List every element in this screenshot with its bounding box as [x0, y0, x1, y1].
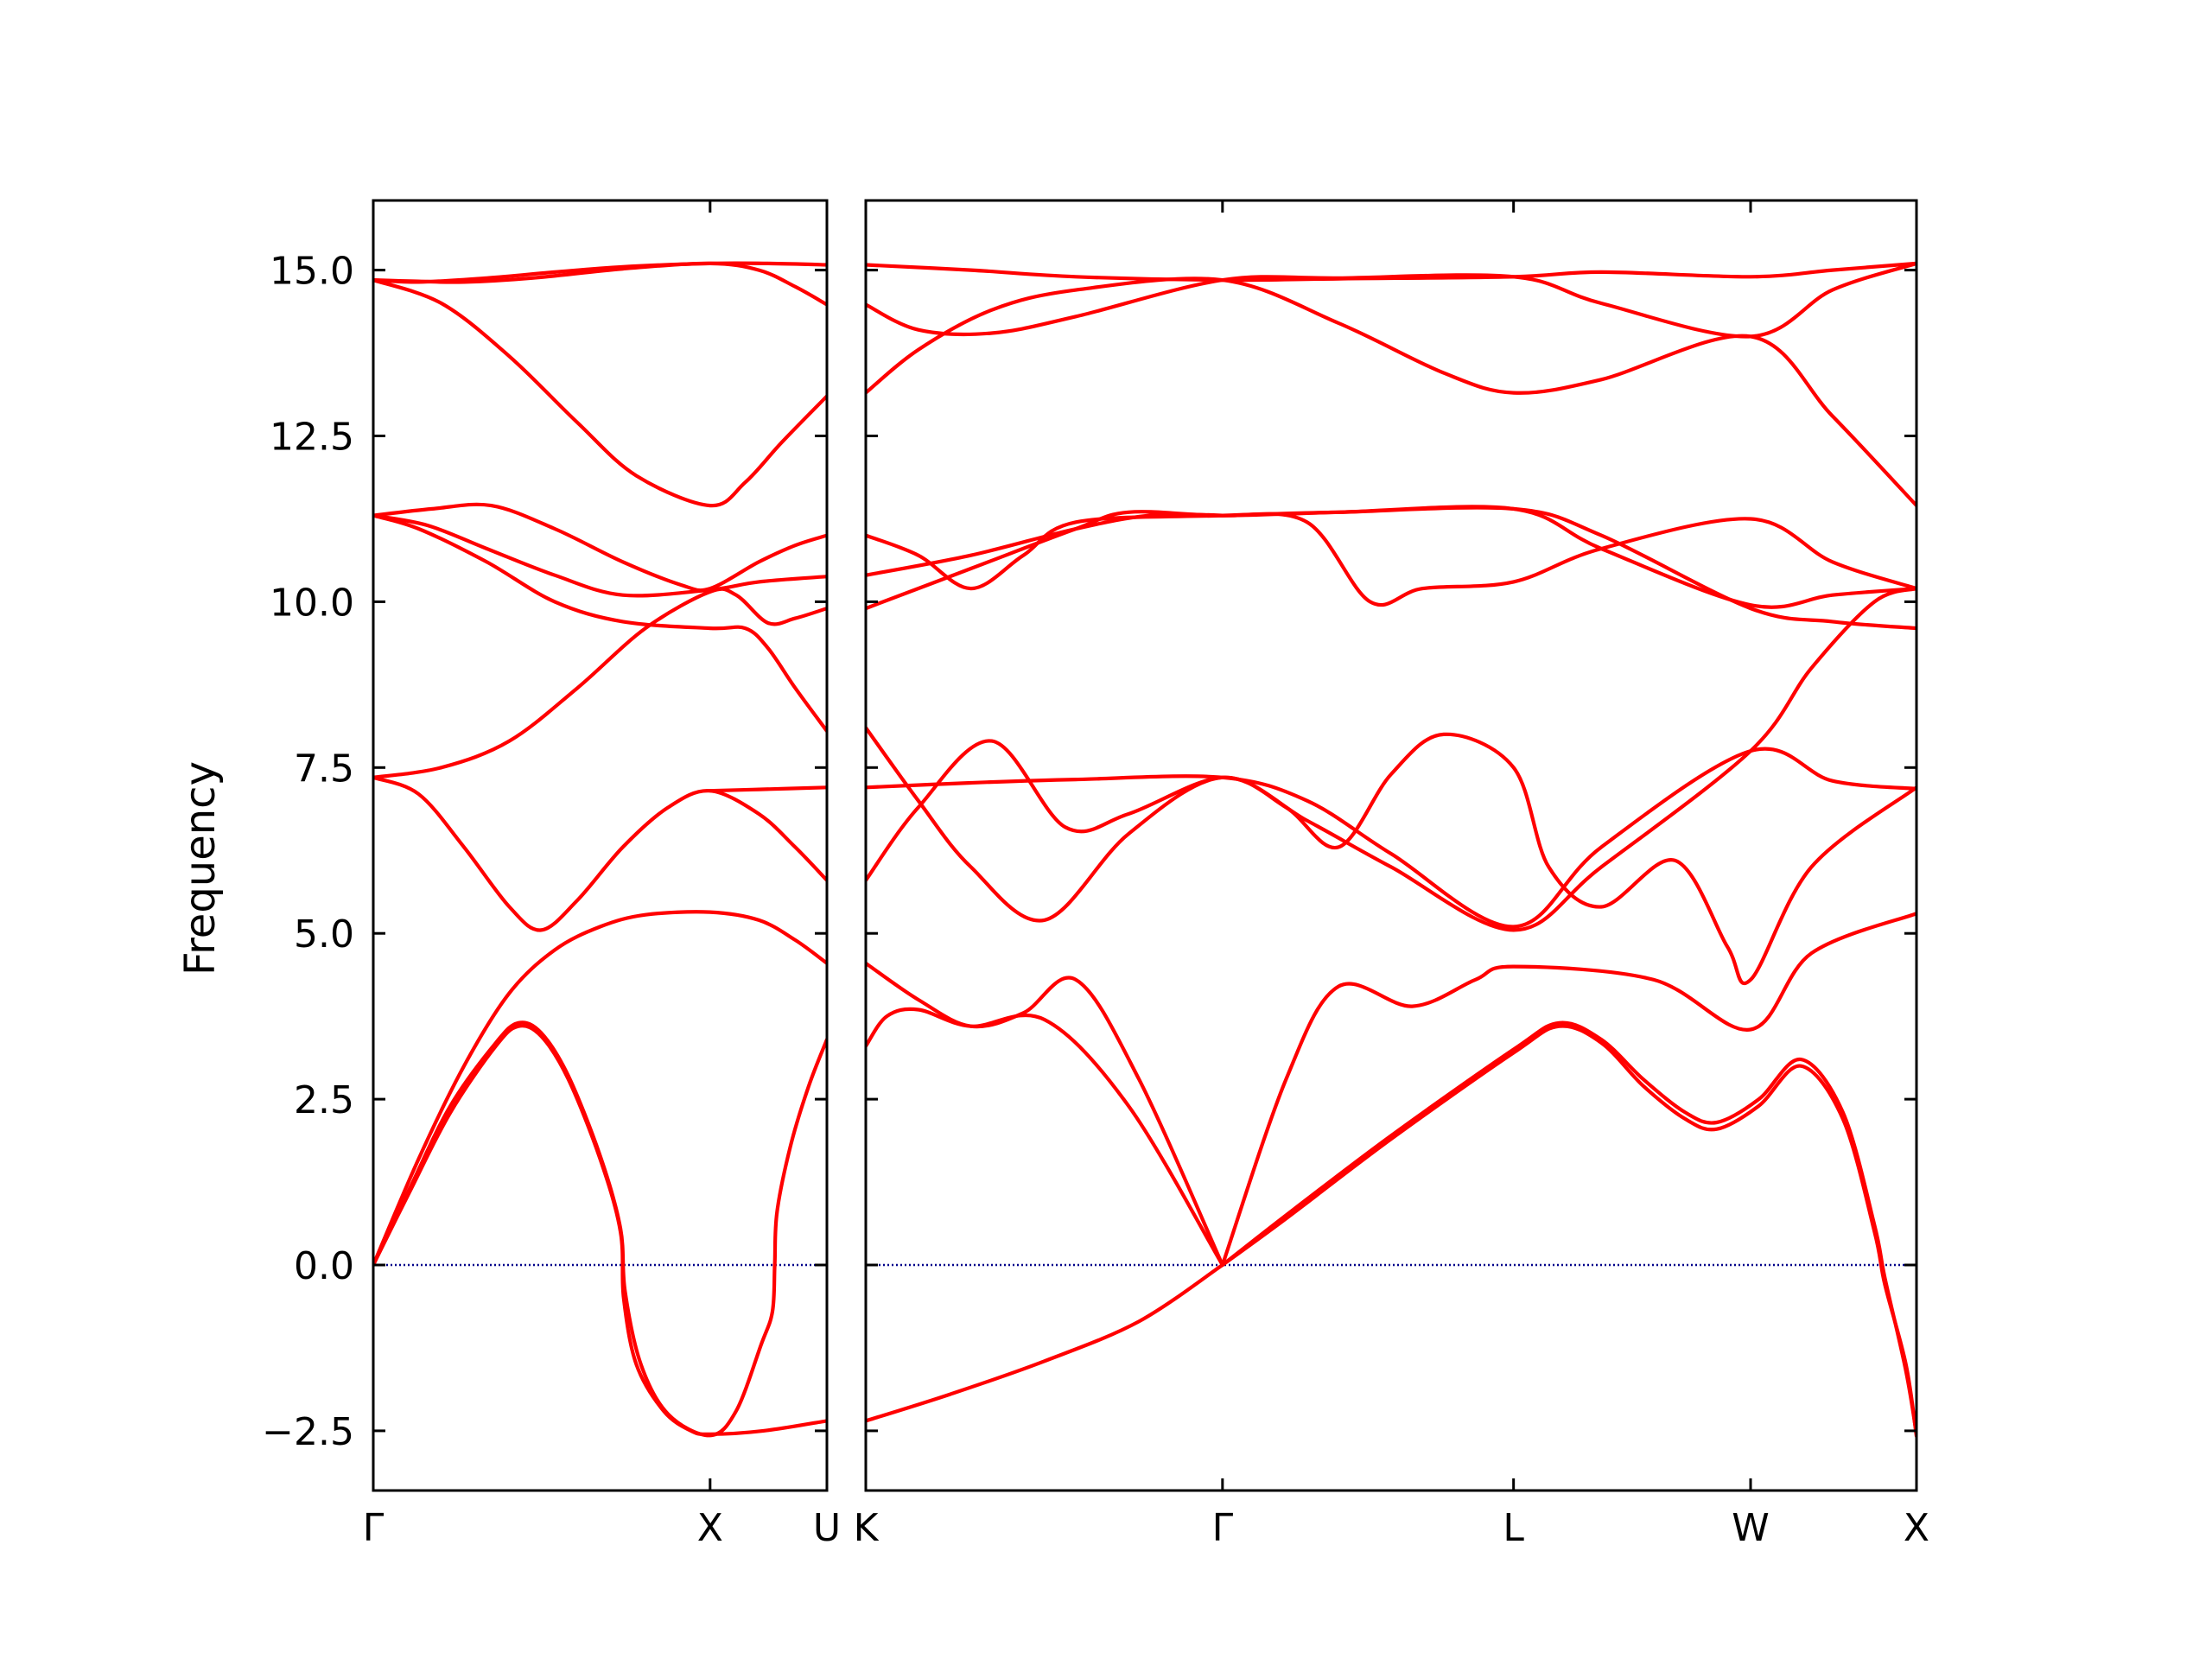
band-line	[866, 505, 1916, 611]
band-line	[373, 502, 827, 593]
y-tick-label: 2.5	[294, 1078, 354, 1122]
band-line	[373, 775, 827, 932]
band-lines	[866, 261, 1916, 1439]
band-line	[866, 512, 1916, 607]
y-tick-label: 10.0	[270, 581, 354, 625]
axes-frame	[864, 199, 1918, 1492]
x-tick-label: K	[854, 1506, 880, 1550]
y-tick-label: 7.5	[294, 747, 354, 791]
x-tick-label: Γ	[1212, 1506, 1234, 1550]
band-line	[1220, 1020, 1916, 1436]
x-tick-label: X	[1904, 1506, 1929, 1550]
x-tick-label: U	[813, 1506, 841, 1550]
y-axis-label: Frequency	[176, 761, 225, 976]
band-line	[866, 587, 1916, 932]
band-line	[373, 513, 827, 598]
band-line	[1220, 1024, 1916, 1439]
band-line	[373, 278, 827, 508]
band-line	[866, 1262, 1224, 1423]
y-tick-label: 0.0	[294, 1244, 354, 1288]
band-line	[373, 261, 827, 307]
band-line	[866, 261, 1916, 283]
band-lines	[373, 261, 827, 1438]
band-line	[1220, 912, 1916, 1268]
band-line	[708, 785, 827, 793]
band-line	[866, 747, 1916, 929]
band-line	[866, 961, 1224, 1268]
band-line	[866, 1007, 1224, 1268]
y-tick-label: 12.5	[270, 416, 354, 460]
x-tick-label: W	[1732, 1506, 1770, 1550]
left-panel: −2.5 0.0 2.5 5.0 7.5 10.0 12.5 15.0 Γ X U	[262, 199, 841, 1550]
band-line	[866, 276, 1916, 508]
y-tick-label: −2.5	[262, 1410, 354, 1454]
x-tick-label: X	[697, 1506, 723, 1550]
band-line	[866, 732, 1916, 986]
x-tick-label: L	[1503, 1506, 1524, 1550]
band-line	[373, 1024, 827, 1436]
axes-frame	[372, 199, 829, 1492]
band-line	[373, 513, 827, 734]
y-tick-label: 15.0	[270, 250, 354, 294]
band-line	[373, 910, 827, 1268]
y-tick-label: 5.0	[294, 912, 354, 957]
band-line	[866, 505, 1916, 631]
band-line	[373, 1020, 827, 1438]
x-tick-label: Γ	[363, 1506, 385, 1550]
